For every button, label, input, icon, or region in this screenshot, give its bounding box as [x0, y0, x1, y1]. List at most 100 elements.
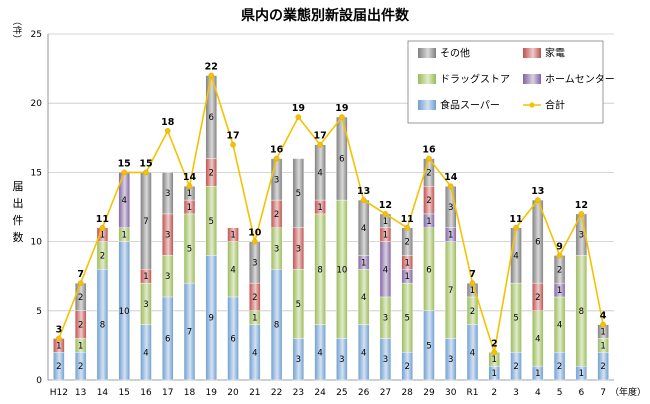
x-tick-label: 17	[162, 388, 173, 398]
legend-item: 家電	[523, 47, 565, 60]
bar-segment-label: 2	[56, 362, 61, 372]
legend-swatch	[418, 74, 436, 84]
bar-segment-label: 3	[339, 355, 344, 365]
total-point	[251, 238, 258, 245]
x-tick-label: 20	[227, 388, 239, 398]
bar-segment-label: 2	[535, 293, 540, 303]
bar-segment-label: 4	[361, 348, 366, 358]
y-axis-label: 届出件数	[13, 180, 24, 244]
legend-box	[407, 40, 604, 124]
bar-segment-label: 5	[513, 314, 518, 324]
bar-segment-label: 5	[404, 314, 409, 324]
x-tick-label: 14	[97, 388, 109, 398]
bar-segment-label: 2	[274, 210, 279, 220]
bar-stack: 8 3 2 3	[270, 158, 283, 381]
total-label: 15	[118, 158, 131, 169]
bar-stack: 1 4 2 6	[532, 199, 544, 381]
x-tick-label: 5	[557, 388, 563, 398]
total-point	[77, 280, 84, 286]
bar-stack: 3 3 4 1 1	[379, 213, 392, 381]
bar-segment-label: 4	[383, 265, 388, 275]
total-point	[382, 211, 389, 217]
total-point	[600, 321, 606, 328]
bar-segment-label: 2	[252, 293, 257, 303]
x-tick-label: 16	[140, 388, 152, 398]
total-label: 13	[531, 186, 544, 197]
bar-segment-label: 1	[230, 231, 235, 241]
bar-segment-label: 10	[119, 307, 130, 317]
bar-stack: 3 10 6	[336, 116, 348, 381]
bar-segment-label: 2	[100, 251, 105, 261]
total-point	[556, 252, 563, 259]
total-label: 3	[56, 324, 63, 335]
bar-segment-label: 6	[209, 113, 214, 123]
total-label: 7	[469, 269, 476, 280]
chart-title: 県内の業態別新設届出件数	[241, 7, 410, 24]
bar-stack: 2 5 1 1 2	[401, 227, 413, 381]
total-label: 10	[248, 228, 262, 239]
bar-segment-label: 4	[361, 224, 366, 234]
bar-stack: 4 8 1 4	[314, 144, 326, 381]
bar-segment-label: 1	[100, 231, 105, 241]
x-tick-label: 23	[293, 388, 304, 398]
x-tick-label: 24	[314, 388, 326, 398]
bar-segment-label: 1	[317, 203, 322, 213]
bar-segment-label: 2	[557, 265, 562, 275]
bar-segment-label: 10	[336, 265, 347, 275]
legend-item: 合計	[523, 99, 565, 112]
y-tick-label: 20	[31, 99, 43, 109]
x-tick-label: 15	[118, 388, 129, 398]
bar-segment-label: 1	[383, 217, 388, 227]
legend-label: 食品スーパー	[440, 99, 500, 112]
total-point	[404, 224, 411, 231]
bar-segment-label: 3	[579, 231, 584, 241]
bar-segment-label: 3	[296, 355, 301, 365]
total-label: 11	[96, 214, 109, 225]
legend-swatch	[418, 48, 436, 58]
bar-stack: 21	[53, 338, 65, 381]
total-label: 18	[161, 117, 175, 128]
bar-segment-label: 1	[187, 189, 192, 199]
total-point	[273, 155, 280, 162]
bar-segment-label: 4	[513, 251, 518, 261]
bar-segment-label: 5	[296, 189, 301, 199]
legend-item: その他	[418, 47, 470, 60]
bar-segment-label: 2	[78, 362, 83, 372]
x-tick-label: 18	[184, 388, 196, 398]
total-label: 15	[139, 158, 152, 169]
bar-segment	[227, 227, 239, 242]
legend-label: 合計	[545, 99, 565, 112]
x-tick-label: 27	[380, 388, 391, 398]
bar-segment-label: 5	[296, 300, 301, 310]
bar-segment-label: 2	[470, 307, 475, 317]
bars: 2121228211014431763337511952664141238323…	[53, 75, 609, 381]
total-label: 12	[575, 200, 588, 211]
bar-stack: 9 5 2 6	[205, 75, 217, 381]
x-tick-label: 13	[75, 388, 86, 398]
x-tick-label: 19	[206, 388, 218, 398]
bar-segment-label: 3	[143, 300, 148, 310]
bar-segment-label: 2	[404, 362, 409, 372]
bar-stack: 3 7 1 3	[445, 186, 457, 381]
bar-segment-label: 2	[209, 168, 214, 178]
bar-segment-label: 1	[579, 369, 584, 379]
total-point	[469, 280, 476, 286]
y-tick-label: 10	[31, 238, 43, 248]
x-tick-label: 21	[249, 388, 260, 398]
bar-segment-label: 3	[274, 175, 279, 185]
x-tick-label: 4	[535, 388, 541, 398]
y-tick-label: 0	[36, 376, 42, 386]
total-point	[513, 224, 519, 231]
x-tick-label: 28	[401, 388, 413, 398]
bar-segment-label: 5	[426, 341, 431, 351]
legend-label: ドラッグストア	[440, 73, 510, 86]
total-label: 13	[357, 186, 370, 197]
bar-segment-label: 1	[404, 272, 409, 282]
x-tick-label: 25	[336, 388, 347, 398]
legend-swatch	[418, 100, 436, 110]
total-label: 14	[183, 172, 197, 183]
legend-item: ホームセンター	[523, 74, 615, 86]
bar-stack: 2 4 1 2	[553, 255, 566, 381]
bar-segment-label: 4	[121, 196, 126, 206]
bar-segment-label: 8	[100, 321, 105, 331]
